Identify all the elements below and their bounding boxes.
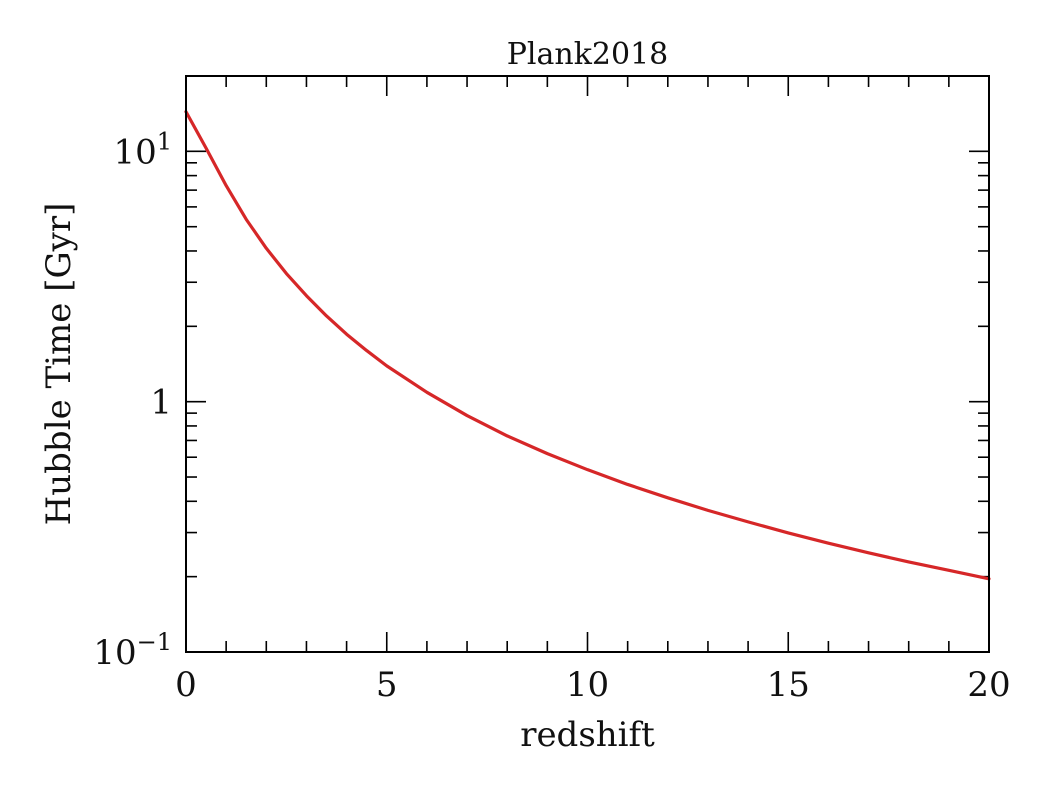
y-tick-label: 101	[113, 127, 172, 172]
y-tick-label-exponent: −1	[137, 628, 172, 656]
x-tick-label: 0	[175, 665, 197, 705]
y-axis-label: Hubble Time [Gyr]	[39, 203, 79, 526]
y-tick-label-base: 10	[93, 633, 136, 673]
x-axis-label: redshift	[520, 715, 655, 755]
y-tick-label-base: 1	[150, 383, 172, 423]
chart-title: Plank2018	[507, 37, 669, 72]
x-tick-label: 20	[967, 665, 1010, 705]
x-tick-label: 5	[376, 665, 398, 705]
y-tick-label: 1	[150, 383, 172, 423]
series-layer	[184, 110, 991, 581]
y-tick-label-exponent: 1	[157, 127, 172, 155]
y-tick-label-base: 10	[113, 132, 156, 172]
ticks-layer	[185, 75, 990, 653]
x-tick-label: 10	[566, 665, 609, 705]
series-line-0	[184, 110, 991, 581]
y-tick-label: 10−1	[93, 628, 172, 673]
plot-frame	[185, 75, 990, 653]
x-tick-label: 15	[767, 665, 810, 705]
